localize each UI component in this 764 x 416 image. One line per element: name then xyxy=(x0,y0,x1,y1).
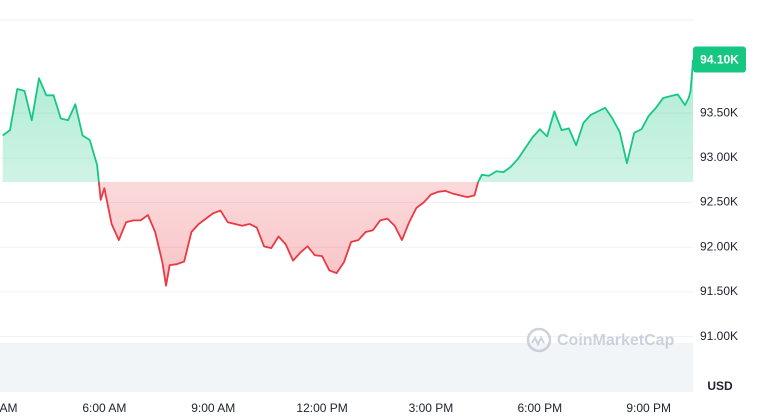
volume-band xyxy=(0,343,693,392)
y-tick-label: 92.50K xyxy=(700,195,738,209)
watermark-logo xyxy=(526,327,552,353)
line-down xyxy=(97,181,480,287)
watermark-text: CoinMarketCap xyxy=(557,332,675,349)
y-tick-label: 91.00K xyxy=(700,329,738,343)
x-tick-label: 9:00 AM xyxy=(191,401,235,415)
y-tick-label: 92.00K xyxy=(700,239,738,253)
watermark: CoinMarketCap xyxy=(526,327,675,353)
y-tick-label: 93.50K xyxy=(700,105,738,119)
x-tick-label: 3:00 PM xyxy=(409,401,454,415)
last-price-label: 94.10K xyxy=(700,53,739,67)
plot xyxy=(2,59,693,287)
x-tick-label: 12:00 PM xyxy=(296,401,347,415)
watermark-logo-mark xyxy=(531,335,545,347)
currency-label: USD xyxy=(707,379,733,393)
x-tick-label: 6:00 AM xyxy=(82,401,126,415)
x-tick-label: 3:00 AM xyxy=(0,401,17,415)
last-price-badge xyxy=(693,46,746,73)
y-tick-label: 91.50K xyxy=(700,284,738,298)
area-down xyxy=(2,181,693,286)
line-up xyxy=(2,59,693,182)
axes: 91.00K 91.50K 92.00K 92.50K 93.00K 93.50K 3:00… xyxy=(0,46,746,415)
y-tick-label: 93.00K xyxy=(700,150,738,164)
x-tick-label: 6:00 PM xyxy=(517,401,562,415)
x-tick-label: 9:00 PM xyxy=(626,401,671,415)
area-up xyxy=(2,59,693,182)
